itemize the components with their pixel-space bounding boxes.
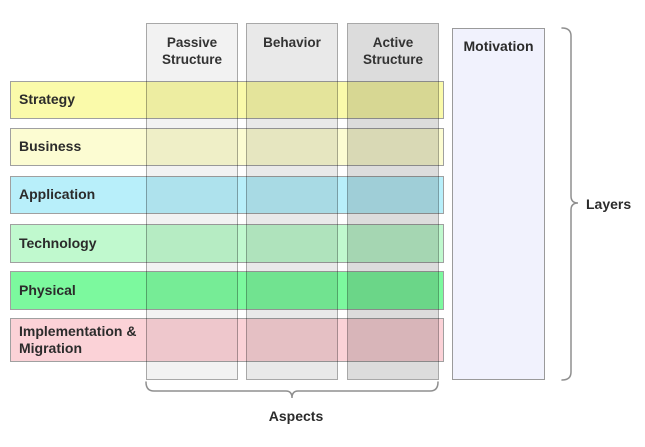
aspect-column-passive-structure: Passive Structure: [146, 23, 238, 380]
aspect-column-behavior: Behavior: [246, 23, 338, 380]
motivation-box: Motivation: [452, 28, 545, 380]
motivation-label: Motivation: [463, 38, 534, 54]
aspect-column-header: Active Structure: [362, 35, 423, 67]
aspect-column-header: Behavior: [263, 35, 321, 50]
layer-label: Physical: [19, 281, 76, 298]
aspect-column-header: Passive Structure: [161, 35, 222, 67]
layers-bracket: [561, 27, 579, 381]
layer-label: Business: [19, 138, 82, 155]
aspect-column-active-structure: Active Structure: [347, 23, 439, 380]
layers-bracket-label: Layers: [586, 196, 632, 212]
layer-label: Strategy: [19, 91, 76, 108]
aspects-bracket: [145, 381, 439, 399]
layer-label: Application: [19, 186, 96, 203]
aspects-bracket-label: Aspects: [268, 408, 324, 424]
layer-label: Implementation & Migration: [19, 322, 137, 357]
layer-label: Technology: [19, 234, 97, 251]
